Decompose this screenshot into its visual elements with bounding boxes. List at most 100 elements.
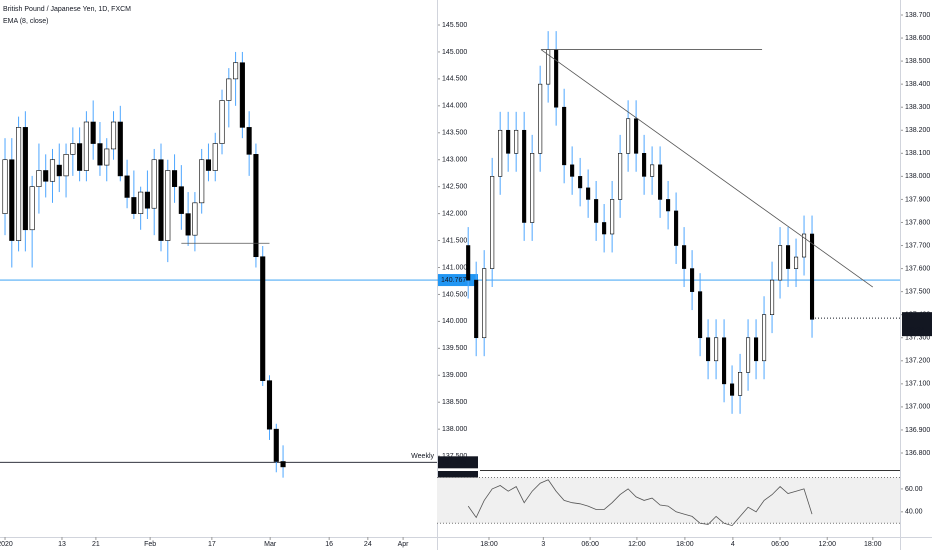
y-tick-label: 137.200 bbox=[905, 358, 930, 365]
y-tick-label: 138.000 bbox=[905, 173, 930, 180]
candle-body bbox=[22, 127, 28, 231]
x-tick-label: 18:00 bbox=[864, 541, 882, 548]
y-tick-label: 142.500 bbox=[442, 184, 467, 191]
candle-body bbox=[698, 291, 703, 339]
y-tick-label: 143.000 bbox=[442, 157, 467, 164]
candle-body bbox=[682, 245, 687, 269]
candle-body bbox=[522, 129, 527, 223]
indicator-label: EMA (8, close) bbox=[3, 18, 49, 25]
candle-body bbox=[165, 170, 171, 241]
candle-body bbox=[144, 191, 150, 209]
y-tick-label: 145.500 bbox=[442, 22, 467, 29]
y-tick-label: 137.800 bbox=[905, 219, 930, 226]
candle-body bbox=[43, 170, 49, 182]
candle-body bbox=[117, 121, 123, 177]
candle-body bbox=[280, 461, 286, 468]
price-badge-label: 137.385 bbox=[905, 315, 930, 322]
x-tick-label: Mar bbox=[264, 541, 277, 548]
candle-body bbox=[642, 153, 647, 177]
candle-body bbox=[801, 233, 807, 258]
candle-body bbox=[714, 337, 719, 362]
candle-body bbox=[570, 164, 575, 177]
candle-body bbox=[266, 380, 273, 430]
candle-body bbox=[70, 143, 76, 155]
x-tick-label: 06:00 bbox=[581, 541, 599, 548]
candle-body bbox=[490, 176, 495, 269]
x-tick-label: Apr bbox=[398, 541, 410, 548]
candle-body bbox=[77, 143, 83, 171]
candle-body bbox=[131, 197, 137, 214]
candle-body bbox=[482, 268, 487, 339]
y-tick-label: 138.700 bbox=[905, 12, 930, 19]
candle-body bbox=[151, 159, 157, 209]
candle-body bbox=[762, 314, 767, 362]
candle-body bbox=[594, 199, 599, 223]
x-tick-label: 2020 bbox=[0, 541, 13, 548]
price-badge bbox=[438, 456, 478, 469]
candle-body bbox=[578, 176, 583, 189]
candle-body bbox=[219, 100, 225, 144]
candle-body bbox=[530, 153, 535, 223]
candle-body bbox=[83, 121, 89, 171]
candle-body bbox=[9, 159, 15, 241]
candle-body bbox=[618, 153, 623, 200]
x-tick-label: 17 bbox=[208, 541, 216, 548]
y-tick-label: 137.600 bbox=[905, 265, 930, 272]
indicator-line bbox=[467, 479, 813, 527]
candle-body bbox=[36, 170, 42, 187]
candle-body bbox=[770, 279, 775, 315]
candle-body bbox=[110, 121, 117, 150]
candle-body bbox=[754, 337, 759, 362]
x-tick-label: 13 bbox=[58, 541, 66, 548]
candle-body bbox=[690, 268, 695, 292]
candle-body bbox=[722, 337, 727, 385]
candle-body bbox=[172, 170, 178, 187]
candle-body bbox=[233, 62, 239, 80]
x-tick-label: 12:00 bbox=[818, 541, 836, 548]
y-tick-label: 143.500 bbox=[442, 130, 467, 137]
y-tick-label: 138.600 bbox=[905, 35, 930, 42]
y-tick-label: 139.000 bbox=[442, 372, 467, 379]
candle-body bbox=[253, 154, 259, 258]
candle-body bbox=[466, 245, 471, 281]
x-tick-label: 21 bbox=[92, 541, 100, 548]
x-tick-label: 3 bbox=[541, 541, 545, 548]
candle-body bbox=[793, 256, 799, 269]
candle-body bbox=[260, 256, 266, 381]
candle-body bbox=[49, 159, 56, 182]
candle-body bbox=[610, 199, 615, 235]
candle-body bbox=[730, 383, 735, 396]
y-tick-label: 137.500 bbox=[905, 288, 930, 295]
candle-body bbox=[29, 186, 35, 231]
y-tick-label: 136.800 bbox=[905, 450, 930, 457]
x-tick-label: 4 bbox=[731, 541, 735, 548]
countdown: 09:34 bbox=[907, 327, 925, 334]
y-tick-label: 138.500 bbox=[905, 58, 930, 65]
candle-body bbox=[185, 213, 191, 236]
candle-body bbox=[192, 202, 198, 236]
y-tick-label: 140.000 bbox=[442, 318, 467, 325]
y-tick-label: 137.700 bbox=[905, 242, 930, 249]
candle-body bbox=[205, 159, 212, 171]
price-badge-label: 140.767 bbox=[441, 277, 466, 284]
candle-body bbox=[97, 143, 103, 166]
candle-body bbox=[785, 245, 791, 269]
y-tick-label: 144.500 bbox=[442, 76, 467, 83]
candle-body bbox=[706, 337, 711, 362]
drawn-line bbox=[540, 49, 874, 288]
y-tick-label: 137.300 bbox=[905, 335, 930, 342]
y-tick-label: 137.900 bbox=[905, 196, 930, 203]
candle-body bbox=[674, 210, 679, 246]
y-tick-label: 141.500 bbox=[442, 237, 467, 244]
candle-body bbox=[56, 164, 62, 177]
y-tick-label: 138.000 bbox=[442, 426, 467, 433]
candle-body bbox=[562, 106, 567, 166]
y-tick-label: 142.000 bbox=[442, 210, 467, 217]
candle-body bbox=[178, 186, 184, 214]
candle-body bbox=[16, 127, 22, 241]
candle-body bbox=[554, 49, 559, 108]
countdown: 11:39:35 bbox=[441, 474, 468, 481]
candle-body bbox=[474, 279, 479, 339]
candle-body bbox=[778, 245, 783, 281]
